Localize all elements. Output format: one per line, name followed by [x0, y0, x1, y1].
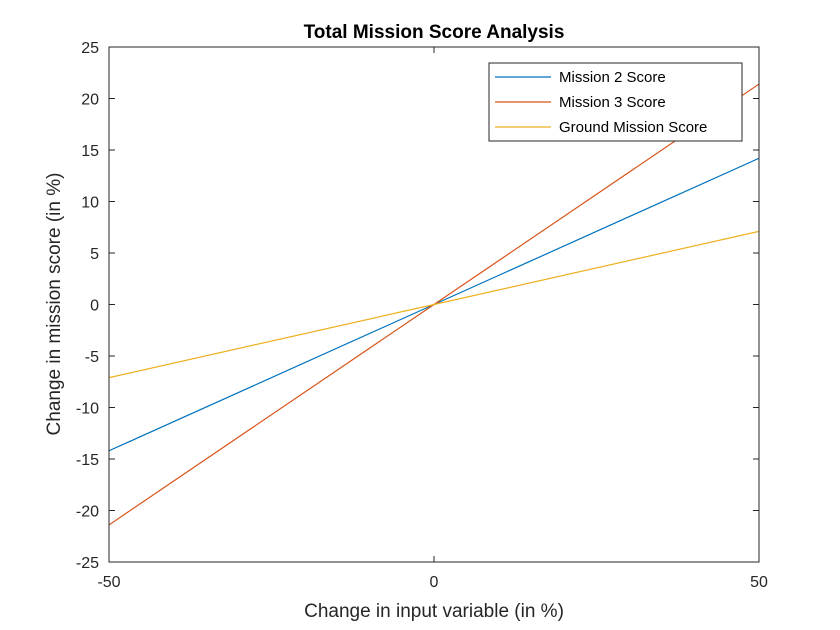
series-line-3	[109, 230, 759, 379]
y-tick-label: 25	[81, 40, 99, 57]
y-tick-label: -25	[76, 555, 99, 572]
legend: Mission 2 Score Mission 3 Score Ground Mis…	[488, 62, 743, 142]
legend-label-1: Mission 2 Score	[559, 69, 666, 86]
y-tick-label: -20	[76, 504, 99, 521]
x-axis-title: Change in input variable (in %)	[304, 601, 564, 622]
y-tick-label: -5	[85, 349, 99, 366]
chart-title: Total Mission Score Analysis	[304, 22, 565, 43]
y-tick-label: 5	[90, 246, 99, 263]
x-tick-label: -50	[97, 574, 120, 591]
y-tick-label: 0	[90, 298, 99, 315]
x-tick-label: 50	[750, 574, 768, 591]
y-tick-label: -15	[76, 452, 99, 469]
legend-label-2: Mission 3 Score	[559, 94, 666, 111]
y-tick-label: 10	[81, 195, 99, 212]
x-tick-label: 0	[430, 574, 439, 591]
y-tick-label: -10	[76, 401, 99, 418]
legend-label-3: Ground Mission Score	[559, 119, 707, 136]
series-layer	[109, 83, 759, 526]
y-tick-label: 20	[81, 92, 99, 109]
y-axis-title: Change in mission score (in %)	[44, 173, 65, 436]
y-tick-label: 15	[81, 143, 99, 160]
